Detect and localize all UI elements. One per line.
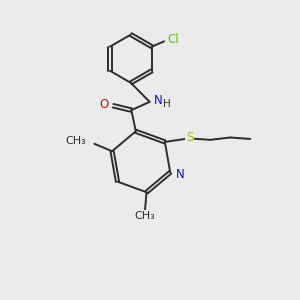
Text: N: N [176,168,184,181]
Text: Cl: Cl [168,33,179,46]
Text: CH₃: CH₃ [135,211,155,221]
Text: N: N [154,94,163,107]
Text: H: H [163,99,171,109]
Text: S: S [186,131,193,144]
Text: CH₃: CH₃ [65,136,86,146]
Text: O: O [100,98,109,111]
